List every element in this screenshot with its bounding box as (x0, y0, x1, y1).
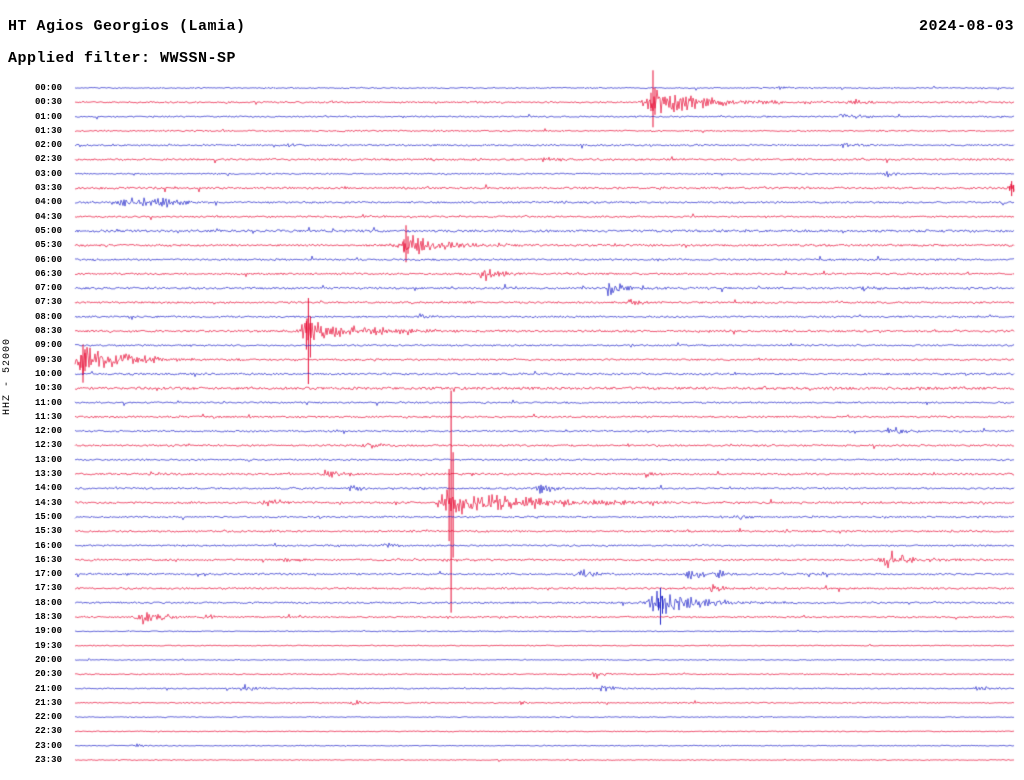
seismogram-traces-canvas (0, 0, 1024, 780)
helicorder-page: HT Agios Georgios (Lamia) 2024-08-03 App… (0, 0, 1024, 780)
